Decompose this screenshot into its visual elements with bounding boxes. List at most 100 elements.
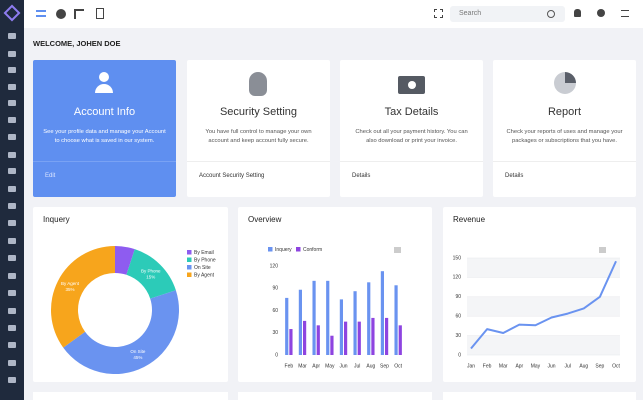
bar [394,285,398,355]
x-tick-label: Sep [595,363,604,369]
bar [316,325,320,355]
nav-icon[interactable] [8,238,16,244]
nav-icon[interactable] [8,67,16,73]
x-tick-label: Jun [339,363,347,369]
bar [344,321,348,355]
grid-band [467,277,620,297]
nav-icon[interactable] [8,33,16,39]
notification-button[interactable] [574,9,581,17]
menu-button[interactable] [36,10,46,17]
x-tick-label: Aug [366,363,375,369]
y-tick-label: 60 [455,314,461,320]
nav-icon[interactable] [8,203,16,209]
bar [298,289,302,355]
panel: Revenue 0 30 60 90 120 150 Jan Feb Mar Apr May Jun Ju… [443,207,636,382]
nav-icon[interactable] [8,273,16,279]
x-tick-label: Oct [612,363,620,369]
nav-icon[interactable] [8,168,16,174]
clipboard-button[interactable] [96,8,104,19]
nav-icon[interactable] [8,360,16,366]
panel [33,392,228,400]
nav-icon[interactable] [8,308,16,314]
x-tick-label: Sep [380,363,389,369]
nav-icon[interactable] [8,220,16,226]
legend-swatch [187,250,192,255]
card-text: You have full control to manage your own… [205,129,312,144]
chart-title: Revenue [453,215,486,224]
card-link[interactable]: Details [505,173,524,179]
chat-button[interactable] [56,9,66,19]
panel: Overview 0 30 60 90 120 Feb Mar Apr May Jun Jul Aug S… [238,207,432,382]
slice-value-label: 35% [65,287,74,292]
nav-icon[interactable] [8,290,16,296]
x-tick-label: Mar [298,363,307,369]
bar [289,329,293,355]
pie-slice [63,290,180,375]
panel [443,392,636,400]
slice-value-label: 15% [146,274,155,279]
nav-icon[interactable] [8,325,16,331]
sidebar [0,0,24,400]
card-link[interactable]: Details [352,173,371,179]
bar [385,317,389,355]
profile-button[interactable] [597,9,605,17]
card-title: Report [547,106,582,118]
fullscreen-button[interactable] [434,9,443,18]
chart-title: Overview [248,215,282,224]
legend-swatch [187,272,192,277]
legend-label: By Phone [194,257,216,263]
bar [398,325,402,355]
swap-button[interactable] [621,10,629,17]
nav-icon[interactable] [8,100,16,106]
nav-icon[interactable] [8,152,16,158]
bar [326,280,330,355]
nav-icon[interactable] [8,186,16,192]
x-tick-label: Apr [312,363,320,369]
card-text: Check your reports of uses and manage yo… [506,129,623,144]
search-box[interactable]: Search [450,6,565,22]
card-text: See your profile data and manage your Ac… [43,129,166,144]
nav-icon[interactable] [8,84,16,90]
pie-slice [115,246,135,275]
report-icon [554,72,576,94]
shield-icon [249,72,267,96]
y-tick-label: 0 [458,352,461,358]
x-tick-label: May [531,363,541,369]
nav-icon[interactable] [8,117,16,123]
nav-icon[interactable] [8,134,16,140]
nav-icon[interactable] [8,377,16,383]
card: Security Setting You have full control t… [187,60,330,197]
bar [380,271,384,355]
y-tick-label: 120 [270,263,279,269]
card-link[interactable]: Edit [45,173,56,179]
x-tick-label: Jul [354,363,360,369]
slice-label: On Site 45% [130,349,146,360]
separator [187,161,330,162]
bar [371,317,375,355]
separator [493,161,636,162]
grid-band [467,335,620,355]
bar [357,321,361,355]
chart: Revenue 0 30 60 90 120 150 Jan Feb Mar Apr May Jun Ju… [453,215,621,369]
card-link[interactable]: Account Security Setting [199,173,265,179]
card-title: Account Info [73,106,136,118]
legend-swatch [187,257,192,262]
bar [330,335,334,355]
nav-icon[interactable] [8,342,16,348]
user-icon [95,72,113,96]
x-tick-label: Jan [467,363,475,369]
nav-icon[interactable] [8,51,16,57]
legend-swatch [296,247,301,252]
search-placeholder: Search [459,10,482,17]
panel [238,392,432,400]
flag-button[interactable] [74,9,84,19]
card: Account Info See your profile data and m… [33,60,176,197]
y-tick-label: 150 [453,255,462,261]
y-tick-label: 30 [455,333,461,339]
search-icon [547,10,555,18]
nav-icon[interactable] [8,255,16,261]
y-tick-label: 90 [272,286,278,292]
logo[interactable] [3,4,21,22]
welcome-text: WELCOME, JOHEN DOE [33,39,121,48]
